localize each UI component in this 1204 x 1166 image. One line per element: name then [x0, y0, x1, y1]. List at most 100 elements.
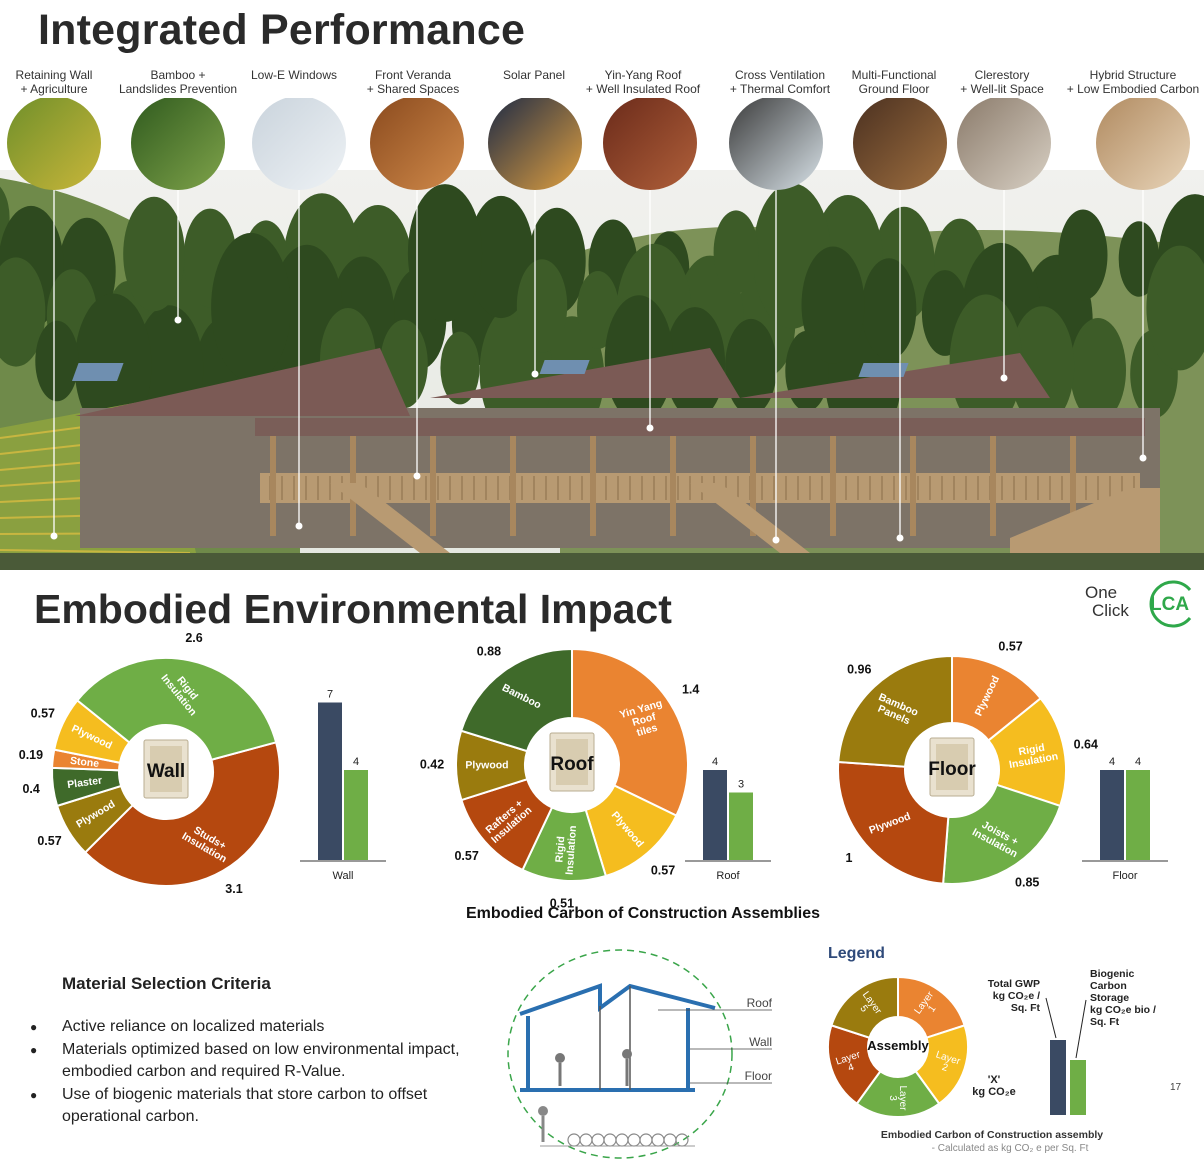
slice-label: RigidInsulation: [552, 824, 579, 875]
slice-value: 1: [845, 851, 852, 865]
solar-panel: [71, 363, 124, 381]
bar-category: Floor: [1112, 870, 1137, 882]
slice-value: 0.4: [22, 782, 39, 796]
biogenic-bar: [344, 770, 368, 860]
bar-category: Wall: [333, 870, 354, 882]
bar-value: 3: [738, 778, 744, 790]
bar-value: 4: [712, 756, 718, 768]
clerestory-icon: [957, 98, 1051, 190]
page-number: 17: [1170, 1082, 1182, 1093]
legend-gwp-label: Total GWP kg CO₂e / Sq. Ft: [988, 978, 1041, 1014]
feature-label: Low-E Windows: [250, 68, 338, 82]
tree: [0, 257, 46, 367]
slice-label: Stone: [69, 755, 100, 770]
assembly-charts: Studs+Insulation3.1Plywood0.57Plaster0.4…: [19, 631, 1168, 911]
veranda-icon: [370, 98, 464, 190]
slice-label: Plywood: [465, 759, 508, 771]
criteria-list: Active reliance on localized materials M…: [30, 1016, 470, 1129]
slice-value: 2.6: [185, 631, 202, 645]
roof: [430, 348, 740, 398]
logo-text-lca: LCA: [1150, 594, 1189, 615]
slice-label: Plaster: [67, 774, 103, 791]
section-label-floor: Floor: [745, 1069, 772, 1083]
donut-chart-wall: Studs+Insulation3.1Plywood0.57Plaster0.4…: [19, 631, 281, 896]
chart-legend: LegendLayer1Layer2Layer3Layer4Layer5Asse…: [827, 945, 1156, 1154]
feature-label: Retaining Wall + Agriculture: [15, 68, 93, 96]
center-label: Roof: [550, 754, 594, 775]
pointer-dot: [896, 534, 904, 542]
section-circle: [507, 949, 733, 1159]
gwp-bar: [318, 702, 342, 860]
bicycle-icon: [567, 1133, 581, 1147]
roof-tiles-icon: [603, 98, 697, 190]
tree: [1058, 209, 1108, 301]
biogenic-bar: [1126, 770, 1150, 860]
tree: [725, 318, 777, 416]
slice-value: 0.57: [998, 640, 1022, 654]
legend-title: Legend: [828, 945, 885, 962]
legend-value-label: 'X' kg CO₂e: [972, 1074, 1015, 1098]
person-icon: [622, 1049, 632, 1059]
pointer-dot: [1000, 374, 1008, 382]
bamboo-icon: [131, 98, 225, 190]
tree: [1118, 221, 1160, 297]
bar-chart-floor: 4 4 Floor: [1082, 756, 1168, 882]
post: [430, 436, 436, 536]
bar-category: Roof: [716, 870, 740, 882]
feature-label: Hybrid Structure + Low Embodied Carbon: [1066, 68, 1200, 96]
feature-label: Clerestory + Well-lit Space: [960, 68, 1044, 96]
tree: [713, 210, 759, 294]
post: [670, 436, 676, 536]
building-render: [0, 98, 1204, 570]
post: [750, 436, 756, 536]
impact-title: Embodied Environmental Impact: [34, 586, 672, 632]
tree: [211, 232, 291, 382]
pointer-dot: [531, 370, 539, 378]
feature-label: Cross Ventilation + Thermal Comfort: [729, 68, 831, 96]
tree: [407, 184, 483, 322]
pointer-dot: [174, 316, 182, 324]
biogenic-bar: [729, 792, 753, 860]
solar-panel: [858, 363, 909, 377]
solar-panel: [539, 360, 590, 374]
slice-value: 0.85: [1015, 876, 1039, 890]
bicycle-icon: [663, 1133, 677, 1147]
legend-gwp-bar: [1050, 1040, 1066, 1115]
legend-subcaption: - Calculated as kg CO₂ e per Sq. Ft: [932, 1143, 1089, 1154]
skylight-icon: [729, 98, 823, 190]
bicycle-icon: [853, 98, 947, 190]
tree: [468, 195, 534, 319]
bar-value: 4: [353, 756, 359, 768]
tree: [861, 258, 917, 360]
post: [1070, 436, 1076, 536]
gwp-bar: [1100, 770, 1124, 860]
terrace-icon: [7, 98, 101, 190]
section-label-wall: Wall: [749, 1035, 772, 1049]
roof: [75, 348, 410, 416]
legend-biogenic-bar: [1070, 1060, 1086, 1115]
charts-caption: Embodied Carbon of Construction Assembli…: [465, 905, 821, 922]
criteria-item: Active reliance on localized materials: [30, 1016, 470, 1038]
bicycle-icon: [639, 1133, 653, 1147]
tree: [516, 259, 568, 353]
center-label: Floor: [928, 759, 976, 780]
stair: [690, 483, 810, 553]
tree: [577, 271, 619, 349]
post: [910, 436, 916, 536]
tree: [123, 196, 185, 312]
veranda-roof: [255, 418, 1145, 436]
legend-caption: Embodied Carbon of Construction assembly: [881, 1129, 1103, 1141]
feature-label: Bamboo + Landslides Prevention: [118, 68, 238, 96]
feature-label: Yin-Yang Roof + Well Insulated Roof: [585, 68, 701, 96]
criteria-item: Materials optimized based on low environ…: [30, 1039, 470, 1083]
legend-layer-label: Layer3: [887, 1085, 908, 1111]
post: [510, 436, 516, 536]
lca-arc-icon: [1149, 580, 1192, 628]
pointer-dot: [295, 522, 303, 530]
one-click-lca-logo: One Click LCA: [1085, 580, 1192, 628]
bar-value: 4: [1135, 756, 1141, 768]
tree: [440, 331, 480, 405]
building-section-diagram: Roof Wall Floor: [507, 949, 773, 1159]
ground: [0, 553, 1204, 570]
